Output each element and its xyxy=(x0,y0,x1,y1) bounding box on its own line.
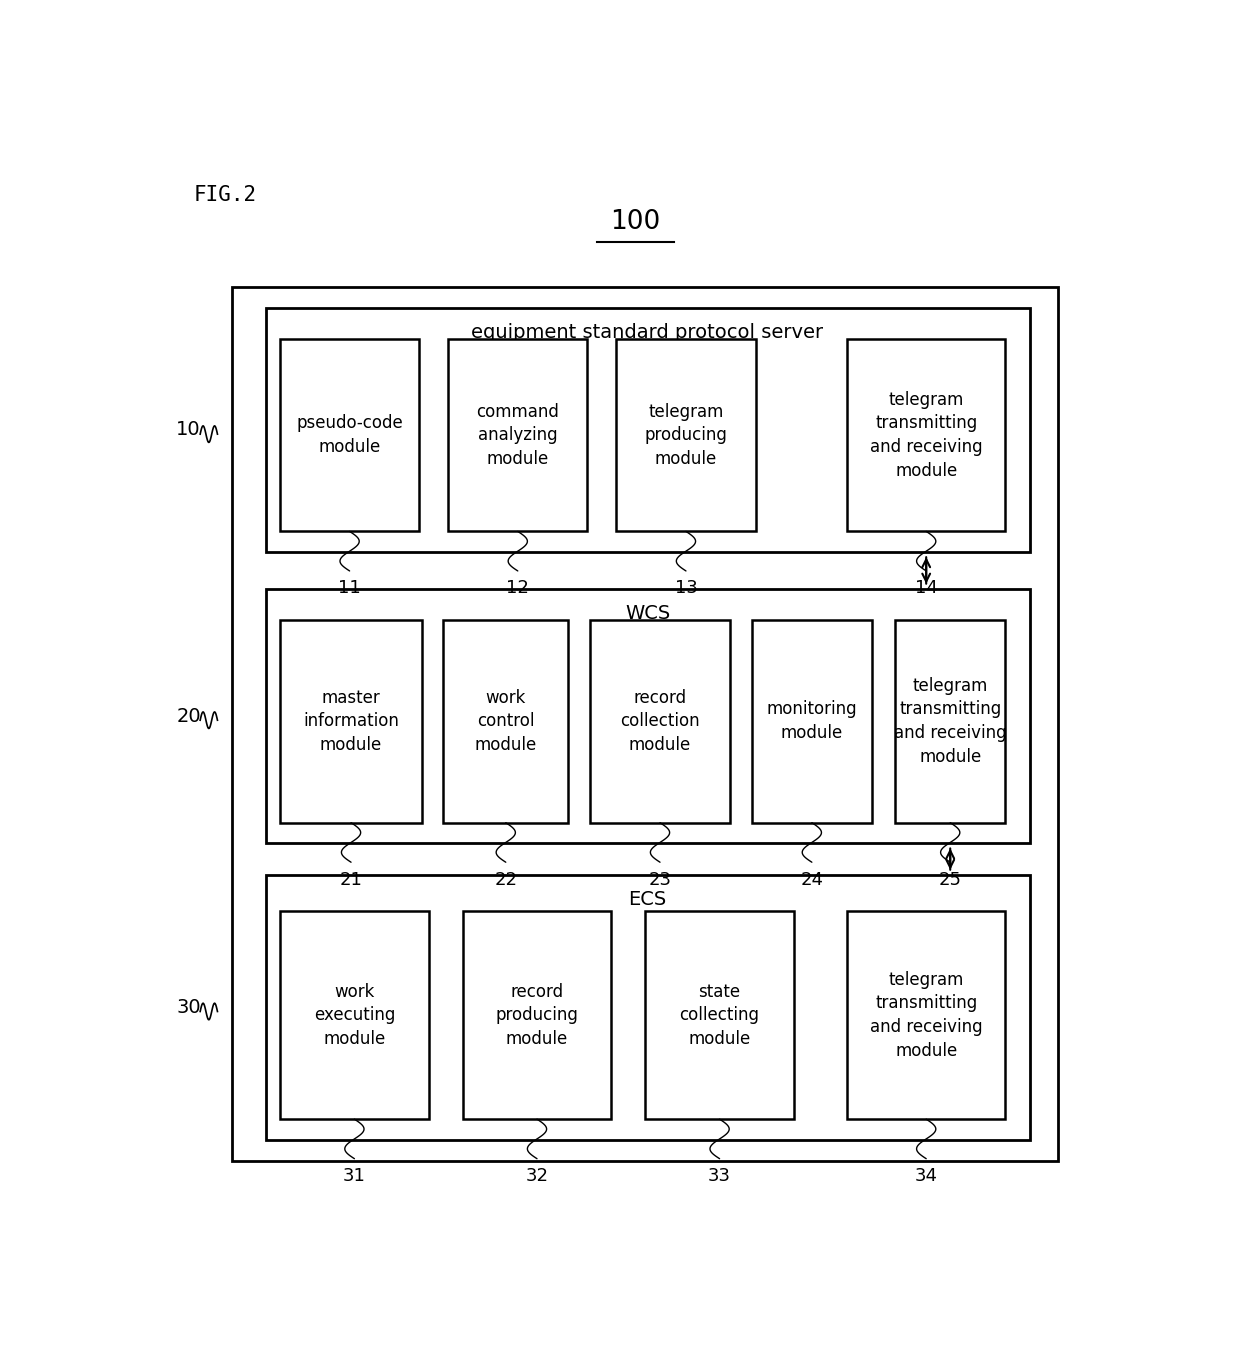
Bar xyxy=(590,620,729,823)
Text: command
analyzing
module: command analyzing module xyxy=(476,403,559,467)
Bar xyxy=(280,339,419,531)
Text: work
executing
module: work executing module xyxy=(314,982,396,1048)
Text: 14: 14 xyxy=(915,580,937,597)
Text: pseudo-code
module: pseudo-code module xyxy=(296,415,403,457)
Text: monitoring
module: monitoring module xyxy=(766,700,857,742)
Text: WCS: WCS xyxy=(625,604,670,623)
Bar xyxy=(847,339,1006,531)
Text: 34: 34 xyxy=(915,1167,937,1185)
Bar xyxy=(280,620,422,823)
Bar xyxy=(265,308,1029,553)
Text: 22: 22 xyxy=(495,870,517,889)
Text: 32: 32 xyxy=(526,1167,548,1185)
Text: 33: 33 xyxy=(708,1167,732,1185)
Text: 31: 31 xyxy=(343,1167,366,1185)
Text: state
collecting
module: state collecting module xyxy=(680,982,760,1048)
Text: 30: 30 xyxy=(176,998,201,1017)
Text: 20: 20 xyxy=(176,707,201,725)
Text: 10: 10 xyxy=(176,420,201,439)
Bar xyxy=(463,911,611,1119)
Bar xyxy=(232,286,1059,1161)
Bar xyxy=(751,620,872,823)
Bar xyxy=(616,339,755,531)
Text: telegram
producing
module: telegram producing module xyxy=(645,403,728,467)
Text: telegram
transmitting
and receiving
module: telegram transmitting and receiving modu… xyxy=(894,677,1007,766)
Text: work
control
module: work control module xyxy=(475,689,537,754)
Bar xyxy=(448,339,588,531)
Bar xyxy=(265,589,1029,843)
Text: 24: 24 xyxy=(800,870,823,889)
Bar xyxy=(895,620,1006,823)
Text: 11: 11 xyxy=(339,580,361,597)
Text: 13: 13 xyxy=(675,580,697,597)
Text: ECS: ECS xyxy=(629,890,667,909)
Text: record
collection
module: record collection module xyxy=(620,689,699,754)
Text: telegram
transmitting
and receiving
module: telegram transmitting and receiving modu… xyxy=(870,390,982,480)
Text: telegram
transmitting
and receiving
module: telegram transmitting and receiving modu… xyxy=(870,971,982,1059)
Text: master
information
module: master information module xyxy=(303,689,399,754)
Bar xyxy=(280,911,429,1119)
Text: 100: 100 xyxy=(610,209,661,235)
Text: 21: 21 xyxy=(340,870,362,889)
Bar xyxy=(444,620,568,823)
Bar xyxy=(847,911,1006,1119)
Text: 25: 25 xyxy=(939,870,962,889)
Text: equipment standard protocol server: equipment standard protocol server xyxy=(471,323,823,342)
Text: record
producing
module: record producing module xyxy=(496,982,578,1048)
Text: 23: 23 xyxy=(649,870,672,889)
Bar xyxy=(265,874,1029,1140)
Text: 12: 12 xyxy=(506,580,529,597)
Bar xyxy=(645,911,794,1119)
Text: FIG.2: FIG.2 xyxy=(193,185,257,205)
